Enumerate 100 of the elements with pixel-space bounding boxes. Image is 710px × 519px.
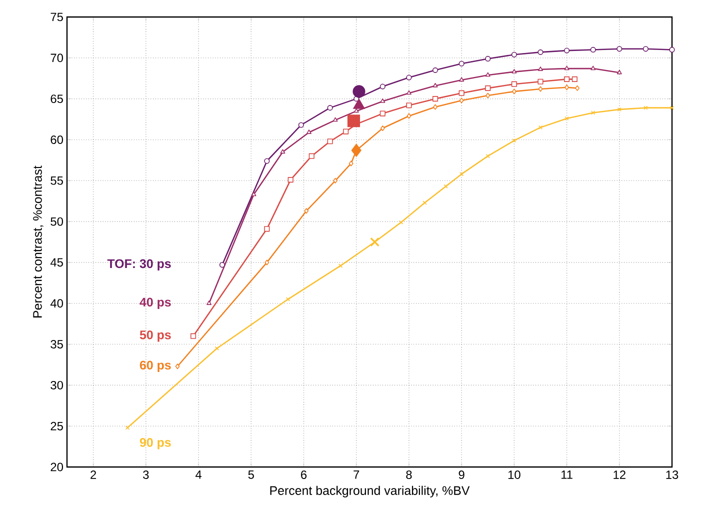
point [538,78,544,84]
point [432,96,438,102]
point [512,88,516,94]
point [458,60,464,66]
point [432,67,438,73]
point [459,172,464,176]
y-tick-label: 45 [50,258,63,267]
x-tick-label: 13 [666,470,678,479]
point [458,90,464,96]
point [564,66,570,70]
y-tick-label: 75 [50,12,63,22]
point [352,85,366,98]
y-axis-title: Percent contrast, %contrast [33,166,44,318]
y-tick-label: 65 [50,94,63,104]
y-tick-label: 30 [50,380,64,390]
y-tick-label: 55 [50,176,63,185]
point [286,297,290,302]
point [669,46,675,53]
series-label: 50 ps [140,330,171,342]
point [332,117,338,122]
text: 40 ps [140,298,171,309]
point [422,200,427,205]
point [406,102,412,108]
point [406,74,412,80]
y-tick-label: 60 [50,135,64,144]
point [642,46,648,52]
point [512,69,517,74]
x-tick-label: 9 [458,470,464,479]
point [485,56,491,62]
point [511,52,517,58]
point [444,184,448,188]
point [348,160,354,166]
point [298,122,304,128]
y-tick-label: 20 [50,462,64,472]
x-tick-label: 2 [90,470,96,479]
point [617,107,622,112]
point [398,220,404,224]
x-tick-label: 3 [143,470,149,479]
point [564,116,569,121]
point [616,46,622,52]
x-tick-label: 4 [195,470,202,479]
point [432,82,438,88]
x-tick-label: 5 [248,470,254,479]
x-axis-title: Percent background variability, %BV [270,486,470,498]
point [280,149,286,154]
point [486,154,490,158]
point [306,130,312,134]
point [206,300,212,305]
point [288,177,294,183]
x-tick-label: 12 [614,470,626,479]
point [485,85,491,91]
point [590,66,596,70]
point [264,226,270,232]
point [590,46,596,53]
point [343,128,349,134]
point [512,138,516,143]
point [644,106,648,110]
point [333,178,338,184]
point [264,260,270,266]
text: TOF: 30 ps [107,259,171,271]
point [511,81,517,87]
point [564,84,569,90]
x-tick-label: 7 [354,470,360,479]
x-tick-label: 11 [561,470,572,479]
y-tick-label: 35 [50,340,63,348]
point [564,76,570,82]
point [327,138,333,144]
x-tick-label: 10 [508,470,520,479]
point [459,98,464,104]
point [538,125,543,130]
point [485,72,490,77]
series-label: 60 ps [140,360,171,372]
point [564,48,570,54]
point [538,86,543,92]
series-label: 90 ps [140,438,171,450]
point [370,237,380,247]
x-tick-label: 6 [301,470,307,479]
point [380,98,386,103]
point [406,113,412,119]
y-tick-label: 50 [50,217,64,226]
point [406,90,412,95]
point [572,76,578,82]
point [433,104,438,110]
point [308,153,314,159]
point [538,66,543,71]
point [190,333,196,339]
point [304,208,309,214]
point [327,105,333,111]
point [214,346,220,350]
point [338,264,343,268]
point [351,144,362,157]
point [347,114,360,128]
y-tick-label: 25 [50,422,63,430]
point [264,158,270,164]
point [591,110,596,115]
point [353,99,365,109]
point [380,84,386,90]
point [380,110,386,116]
point [486,92,490,98]
point [575,85,580,91]
